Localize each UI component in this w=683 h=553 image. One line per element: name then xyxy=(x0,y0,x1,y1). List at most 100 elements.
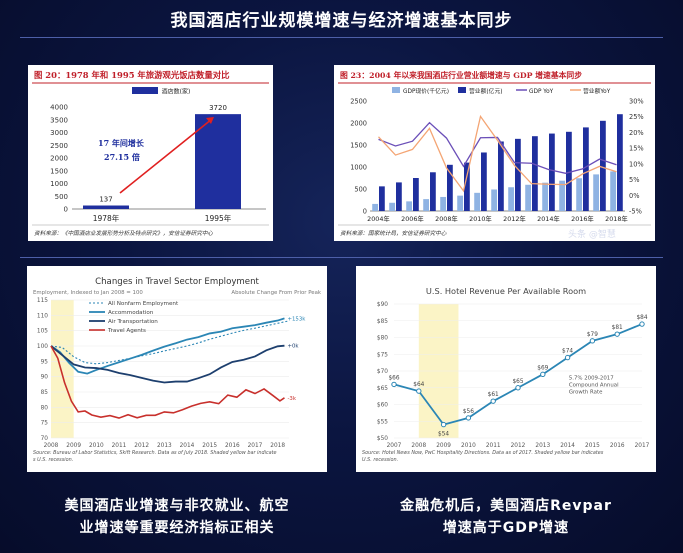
bar-revenue xyxy=(515,138,521,211)
legend-label: Travel Agents xyxy=(107,328,146,334)
y-tick-label: 4000 xyxy=(50,104,68,112)
chart-subtitle-left: Employment, Indexed to Jan 2008 = 100 xyxy=(33,290,143,296)
bar-gdp xyxy=(406,201,412,211)
source-note-line1: Source: Hotel News Now, PwC Hospitality … xyxy=(362,450,604,456)
y-tick-label: $80 xyxy=(377,336,388,342)
revpar-chart: U.S. Hotel Revenue Per Available Room $50… xyxy=(362,286,650,463)
data-point xyxy=(440,421,447,428)
data-label: $54 xyxy=(438,432,449,438)
data-label: $69 xyxy=(537,365,548,371)
line-gdp-yoy xyxy=(378,121,617,174)
chart-title: Changes in Travel Sector Employment xyxy=(95,277,259,287)
bar-gdp xyxy=(457,195,463,211)
arrow-head-icon xyxy=(206,117,214,124)
x-tick-label: 2011 xyxy=(486,443,501,449)
x-tick-label: 2018年 xyxy=(605,214,628,223)
bar-revenue xyxy=(498,141,504,211)
y-tick-label: 1000 xyxy=(50,180,68,188)
cagr-annotation: Compound Annual xyxy=(569,382,619,388)
series-line xyxy=(50,317,285,375)
legend-swatch xyxy=(458,87,466,93)
growth-arrow xyxy=(119,118,213,194)
page-title: 我国酒店行业规模增速与经济增速基本同步 xyxy=(170,11,513,31)
x-tick-label: 1995年 xyxy=(205,213,232,223)
y-tick-label: $50 xyxy=(377,436,388,442)
bar-gdp xyxy=(525,184,531,211)
x-tick-label: 2012 xyxy=(134,443,149,449)
x-tick-label: 2010年 xyxy=(469,214,492,223)
y-left-tick-label: 500 xyxy=(354,186,367,194)
chart-title: U.S. Hotel Revenue Per Available Room xyxy=(426,286,586,296)
bar-gdp xyxy=(474,192,480,211)
revenue-gdp-card: 图 23：2004 年以来我国酒店行业营业额增速与 GDP 增速基本同步 GDP现… xyxy=(334,65,655,241)
caption-right-line1: 金融危机后，美国酒店Revpar xyxy=(400,498,612,514)
legend-label: Accommodation xyxy=(108,310,154,316)
y-right-tick-label: 5% xyxy=(629,176,639,184)
recession-band xyxy=(51,300,74,438)
y-left-tick-label: 0 xyxy=(363,208,367,216)
bar-revenue xyxy=(430,172,436,211)
x-tick-label: 2016 xyxy=(610,443,625,449)
bar-revenue xyxy=(481,152,487,211)
data-point xyxy=(540,371,546,378)
chart-title: 图 23：2004 年以来我国酒店行业营业额增速与 GDP 增速基本同步 xyxy=(340,70,582,80)
x-tick-label: 2014 xyxy=(180,443,195,449)
y-left-tick-label: 1500 xyxy=(350,142,367,150)
cagr-annotation: Growth Rate xyxy=(569,389,603,395)
watermark: 头条 @智慧 xyxy=(568,230,616,240)
data-label: $66 xyxy=(388,375,399,381)
y-tick-label: 2500 xyxy=(50,142,68,150)
bar-revenue xyxy=(617,114,623,211)
data-point xyxy=(564,354,571,361)
caption-left-line1: 美国酒店业增速与非农就业、航空 xyxy=(64,498,290,514)
source-note-line2: s U.S. recession. xyxy=(33,457,73,463)
bar-gdp xyxy=(389,202,395,211)
chart-subtitle-right: Absolute Change From Prior Peak xyxy=(231,290,321,296)
line-revenue-yoy xyxy=(378,114,617,193)
y-tick-label: $70 xyxy=(377,369,388,375)
caption-right: 金融危机后，美国酒店Revpar 增速高于GDP增速 xyxy=(356,495,656,539)
data-label: $61 xyxy=(488,392,499,398)
y-left-tick-label: 2500 xyxy=(350,98,367,106)
x-tick-label: 2008 xyxy=(411,443,426,449)
y-right-tick-label: 15% xyxy=(629,145,644,153)
y-tick-label: $55 xyxy=(377,419,388,425)
y-tick-label: $75 xyxy=(377,352,388,358)
growth-annotation-line2: 27.15 倍 xyxy=(104,152,140,162)
data-point xyxy=(465,415,472,421)
legend-label: GDP现价(千亿元) xyxy=(403,87,449,95)
series-line xyxy=(50,320,290,365)
source-note-line2: U.S. recession. xyxy=(362,457,398,463)
data-point xyxy=(589,338,596,344)
y-tick-label: 80 xyxy=(41,405,49,411)
y-tick-label: 115 xyxy=(37,298,48,304)
data-label: $84 xyxy=(636,315,647,321)
series-end-label: -3k xyxy=(287,396,296,402)
legend-label: Air Transportation xyxy=(108,319,158,325)
bar-revenue xyxy=(549,133,555,211)
x-tick-label: 2017 xyxy=(248,443,263,449)
y-tick-label: $60 xyxy=(377,403,388,409)
bar-revenue xyxy=(583,127,589,211)
x-tick-label: 2008 xyxy=(44,443,59,449)
employment-chart: Changes in Travel Sector Employment Emplo… xyxy=(33,277,322,463)
employment-card: Changes in Travel Sector Employment Emplo… xyxy=(27,266,327,472)
caption-right-line2: 增速高于GDP增速 xyxy=(442,520,570,536)
y-tick-label: 70 xyxy=(41,436,49,442)
data-label: $74 xyxy=(562,349,573,355)
y-tick-label: 95 xyxy=(41,359,49,365)
bar-value-label: 137 xyxy=(99,196,112,204)
caption-left-line2: 业增速等重要经济指标正相关 xyxy=(79,520,275,536)
data-label: $81 xyxy=(612,325,623,331)
y-tick-label: 90 xyxy=(41,375,49,381)
cagr-annotation: 5.7% 2009-2017 xyxy=(569,375,614,381)
bar-revenue xyxy=(447,164,453,211)
x-tick-label: 2012 xyxy=(511,443,526,449)
caption-left: 美国酒店业增速与非农就业、航空 业增速等重要经济指标正相关 xyxy=(27,495,327,539)
x-tick-label: 2010 xyxy=(461,443,476,449)
bar-gdp xyxy=(576,178,582,211)
bar-gdp xyxy=(610,171,616,211)
series-line xyxy=(50,344,285,384)
legend-swatch xyxy=(392,87,400,93)
